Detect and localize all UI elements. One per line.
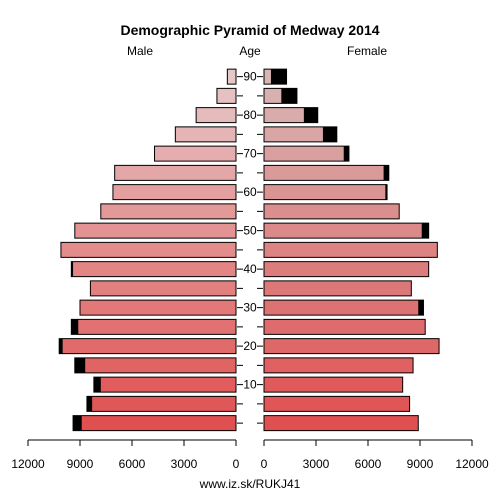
male-excess-20-24	[59, 338, 63, 354]
female-bar-5-9	[263, 395, 411, 412]
age-label: Age	[239, 44, 261, 58]
male-bar-85-89	[216, 87, 237, 104]
male-excess-10-14	[93, 377, 101, 393]
female-bar-50-54	[263, 222, 430, 239]
female-x-tick-label: 9000	[407, 457, 434, 471]
age-tick-label: 40	[243, 262, 257, 276]
male-bar-50-54	[74, 222, 237, 239]
male-label: Male	[127, 44, 153, 58]
male-x-tick-label: 9000	[67, 457, 94, 471]
female-x-tick-label: 6000	[355, 457, 382, 471]
age-tick-label: 90	[243, 70, 257, 84]
female-bar-55-59	[263, 203, 400, 220]
male-excess-25-29	[71, 319, 79, 335]
age-tick-label: 50	[243, 224, 257, 238]
male-bar-0-4	[72, 415, 237, 432]
male-x-tick-label: 3000	[171, 457, 198, 471]
age-tick-label: 80	[243, 108, 257, 122]
male-bar-65-69	[114, 164, 237, 181]
male-bar-30-34	[79, 299, 237, 316]
male-bar-80-84	[195, 107, 237, 124]
female-excess-80-84	[303, 107, 318, 123]
male-bar-45-49	[60, 241, 237, 258]
female-x-tick-label: 12000	[455, 457, 489, 471]
chart-title: Demographic Pyramid of Medway 2014	[120, 22, 379, 38]
female-excess-90+	[270, 69, 287, 85]
female-excess-65-69	[383, 165, 389, 181]
age-tick-label: 10	[243, 378, 257, 392]
male-bar-40-44	[70, 261, 237, 278]
female-bar-0-4	[263, 415, 419, 432]
male-bar-5-9	[86, 395, 237, 412]
age-tick-label: 70	[243, 147, 257, 161]
male-x-tick-label: 6000	[119, 457, 146, 471]
female-excess-30-34	[418, 300, 424, 316]
age-tick-label: 60	[243, 185, 257, 199]
female-bar-25-29	[263, 318, 426, 335]
male-bar-70-74	[154, 145, 237, 162]
male-bar-35-39	[89, 280, 237, 297]
female-label: Female	[347, 44, 387, 58]
bars-group	[58, 68, 440, 432]
age-tick-label: 30	[243, 301, 257, 315]
female-bar-70-74	[263, 145, 350, 162]
female-x-tick-label: 0	[261, 457, 268, 471]
female-bar-30-34	[263, 299, 424, 316]
male-excess-0-4	[73, 415, 82, 431]
female-excess-50-54	[421, 223, 429, 239]
female-bar-15-19	[263, 357, 414, 374]
female-excess-60-64	[385, 184, 388, 200]
male-x-tick-label: 12000	[11, 457, 45, 471]
male-excess-5-9	[86, 396, 93, 412]
female-excess-85-89	[281, 88, 297, 104]
male-x-tick-label: 0	[233, 457, 240, 471]
female-bar-40-44	[263, 261, 430, 278]
male-bar-15-19	[74, 357, 237, 374]
female-bar-20-24	[263, 338, 440, 355]
female-bar-45-49	[263, 241, 438, 258]
axes-group: 10 20 30 40 50 60 70 80 90 12000 9000 6000 3000 0 0 300…	[11, 70, 489, 471]
male-bar-10-14	[93, 376, 237, 393]
male-bar-55-59	[100, 203, 237, 220]
female-excess-70-74	[343, 146, 349, 162]
female-bar-65-69	[263, 164, 390, 181]
male-bar-90+	[226, 68, 237, 85]
male-excess-15-19	[74, 357, 86, 373]
female-bar-35-39	[263, 280, 412, 297]
female-bar-60-64	[263, 184, 388, 201]
age-tick-label: 20	[243, 339, 257, 353]
male-excess-40-44	[71, 261, 74, 277]
female-bar-10-14	[263, 376, 404, 393]
male-bar-75-79	[174, 126, 237, 143]
male-bar-25-29	[70, 318, 237, 335]
female-excess-75-79	[322, 126, 337, 142]
male-bar-60-64	[112, 184, 237, 201]
source-label: www.iz.sk/RUKJ41	[199, 477, 301, 491]
male-bar-20-24	[58, 338, 237, 355]
female-x-tick-label: 3000	[303, 457, 330, 471]
